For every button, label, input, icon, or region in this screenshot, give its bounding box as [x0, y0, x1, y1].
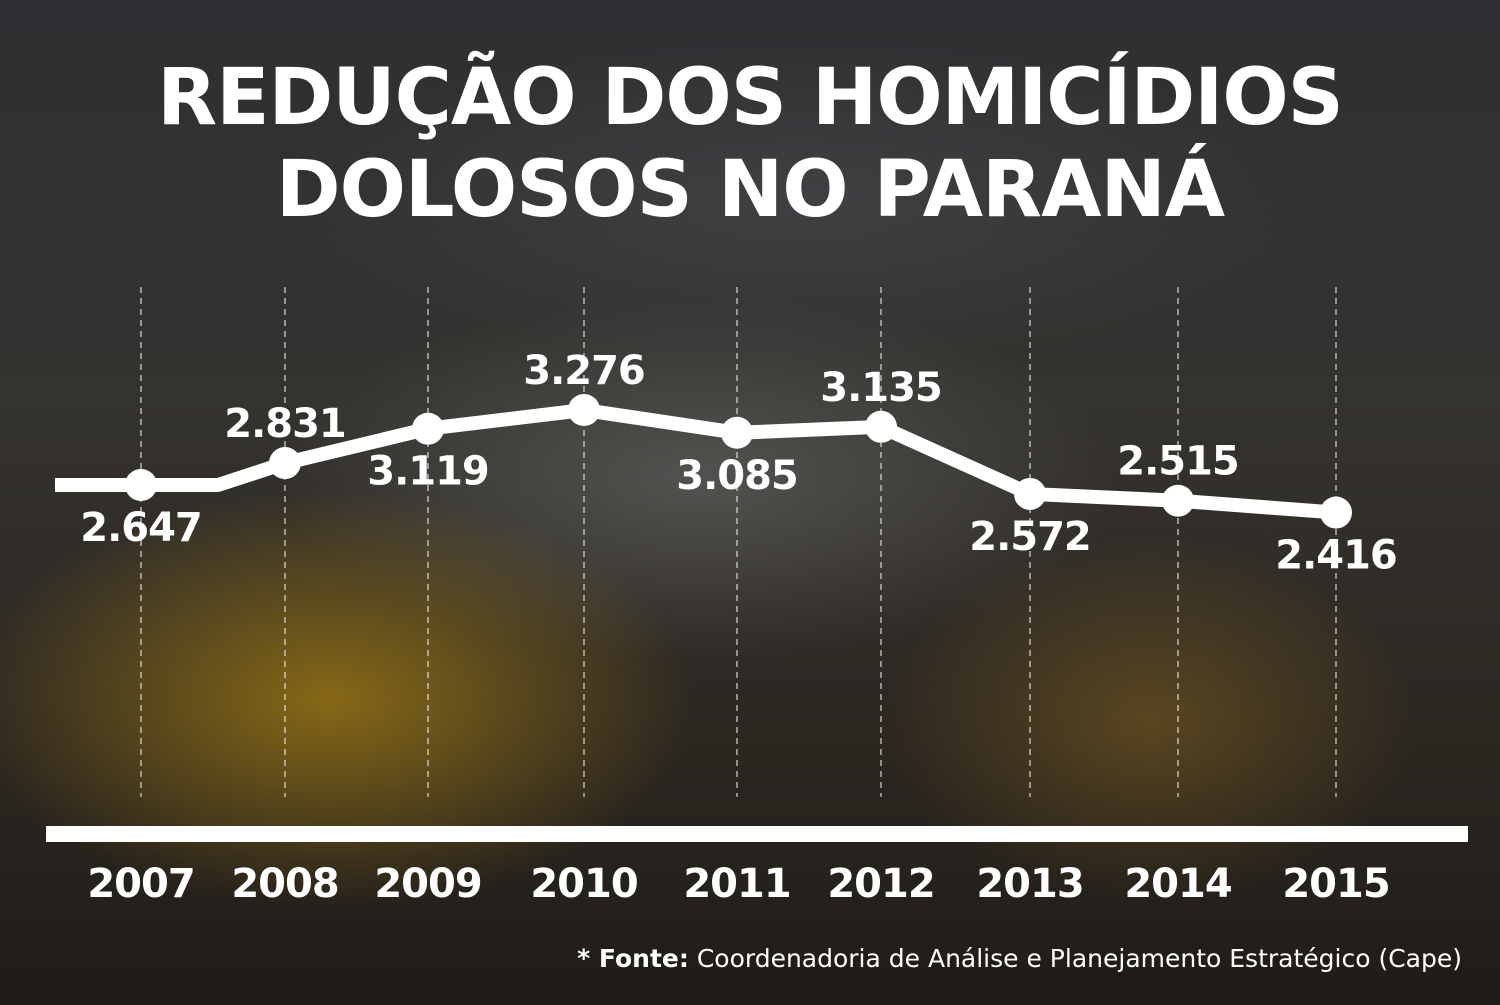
point-2008: [269, 447, 301, 480]
point-2007: [125, 469, 157, 501]
point-2015: [1320, 496, 1352, 529]
point-2011: [721, 416, 753, 449]
chart-title: REDUÇÃO DOS HOMICÍDIOS DOLOSOS NO PARANÁ: [0, 52, 1500, 236]
point-2014: [1162, 484, 1194, 517]
point-2010: [568, 394, 600, 426]
x-tick-label-2007: 2007: [87, 861, 194, 907]
source-text: Coordenadoria de Análise e Planejamento …: [696, 944, 1462, 973]
x-tick-label-2011: 2011: [683, 861, 790, 907]
x-tick-label-2013: 2013: [976, 861, 1083, 907]
data-label-2013: 2.572: [969, 514, 1091, 560]
point-2013: [1014, 477, 1046, 510]
source-prefix: * Fonte:: [577, 944, 689, 973]
title-line-2: DOLOSOS NO PARANÁ: [275, 145, 1225, 235]
data-label-2015: 2.416: [1275, 533, 1397, 579]
x-tick-label-2010: 2010: [530, 861, 637, 907]
data-label-2011: 3.085: [676, 453, 798, 499]
x-axis-bar: [46, 826, 1468, 842]
data-label-2009: 3.119: [367, 449, 489, 495]
data-label-2010: 3.276: [523, 348, 645, 394]
x-tick-label-2012: 2012: [827, 861, 934, 907]
x-tick-label-2008: 2008: [231, 861, 338, 907]
data-label-2014: 2.515: [1117, 439, 1239, 485]
point-2012: [865, 410, 897, 443]
data-label-2007: 2.647: [80, 505, 202, 551]
x-tick-label-2009: 2009: [374, 861, 481, 907]
title-line-1: REDUÇÃO DOS HOMICÍDIOS: [157, 53, 1344, 143]
data-label-2012: 3.135: [820, 365, 942, 411]
point-2009: [412, 412, 444, 445]
source-note: * Fonte: Coordenadoria de Análise e Plan…: [577, 944, 1462, 973]
x-tick-label-2015: 2015: [1282, 861, 1389, 907]
series-line: [55, 403, 1337, 520]
x-tick-label-2014: 2014: [1124, 861, 1231, 907]
data-label-2008: 2.831: [224, 401, 346, 447]
